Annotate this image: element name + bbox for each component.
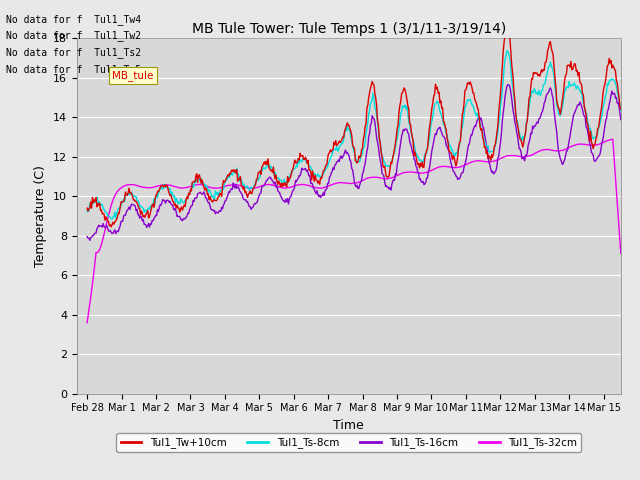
Text: No data for f  Tul1_Tw4: No data for f Tul1_Tw4 [6, 13, 141, 24]
Text: No data for f  Tul1_Ts5: No data for f Tul1_Ts5 [6, 64, 141, 75]
Text: MB_tule: MB_tule [112, 70, 154, 81]
X-axis label: Time: Time [333, 419, 364, 432]
Text: No data for f  Tul1_Ts2: No data for f Tul1_Ts2 [6, 47, 141, 58]
Legend: Tul1_Tw+10cm, Tul1_Ts-8cm, Tul1_Ts-16cm, Tul1_Ts-32cm: Tul1_Tw+10cm, Tul1_Ts-8cm, Tul1_Ts-16cm,… [116, 433, 581, 452]
Title: MB Tule Tower: Tule Temps 1 (3/1/11-3/19/14): MB Tule Tower: Tule Temps 1 (3/1/11-3/19… [191, 22, 506, 36]
Y-axis label: Temperature (C): Temperature (C) [35, 165, 47, 267]
Text: No data for f  Tul1_Tw2: No data for f Tul1_Tw2 [6, 30, 141, 41]
